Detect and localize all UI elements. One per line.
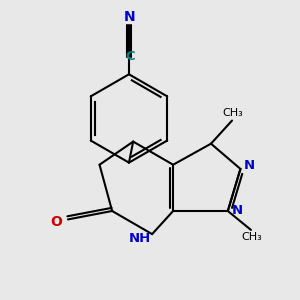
Text: N: N [124, 10, 136, 24]
Text: N: N [244, 159, 255, 172]
Text: CH₃: CH₃ [223, 108, 243, 118]
Text: CH₃: CH₃ [242, 232, 262, 242]
Text: C: C [125, 50, 135, 63]
Text: NH: NH [128, 232, 151, 245]
Text: N: N [232, 205, 243, 218]
Text: O: O [50, 214, 62, 229]
